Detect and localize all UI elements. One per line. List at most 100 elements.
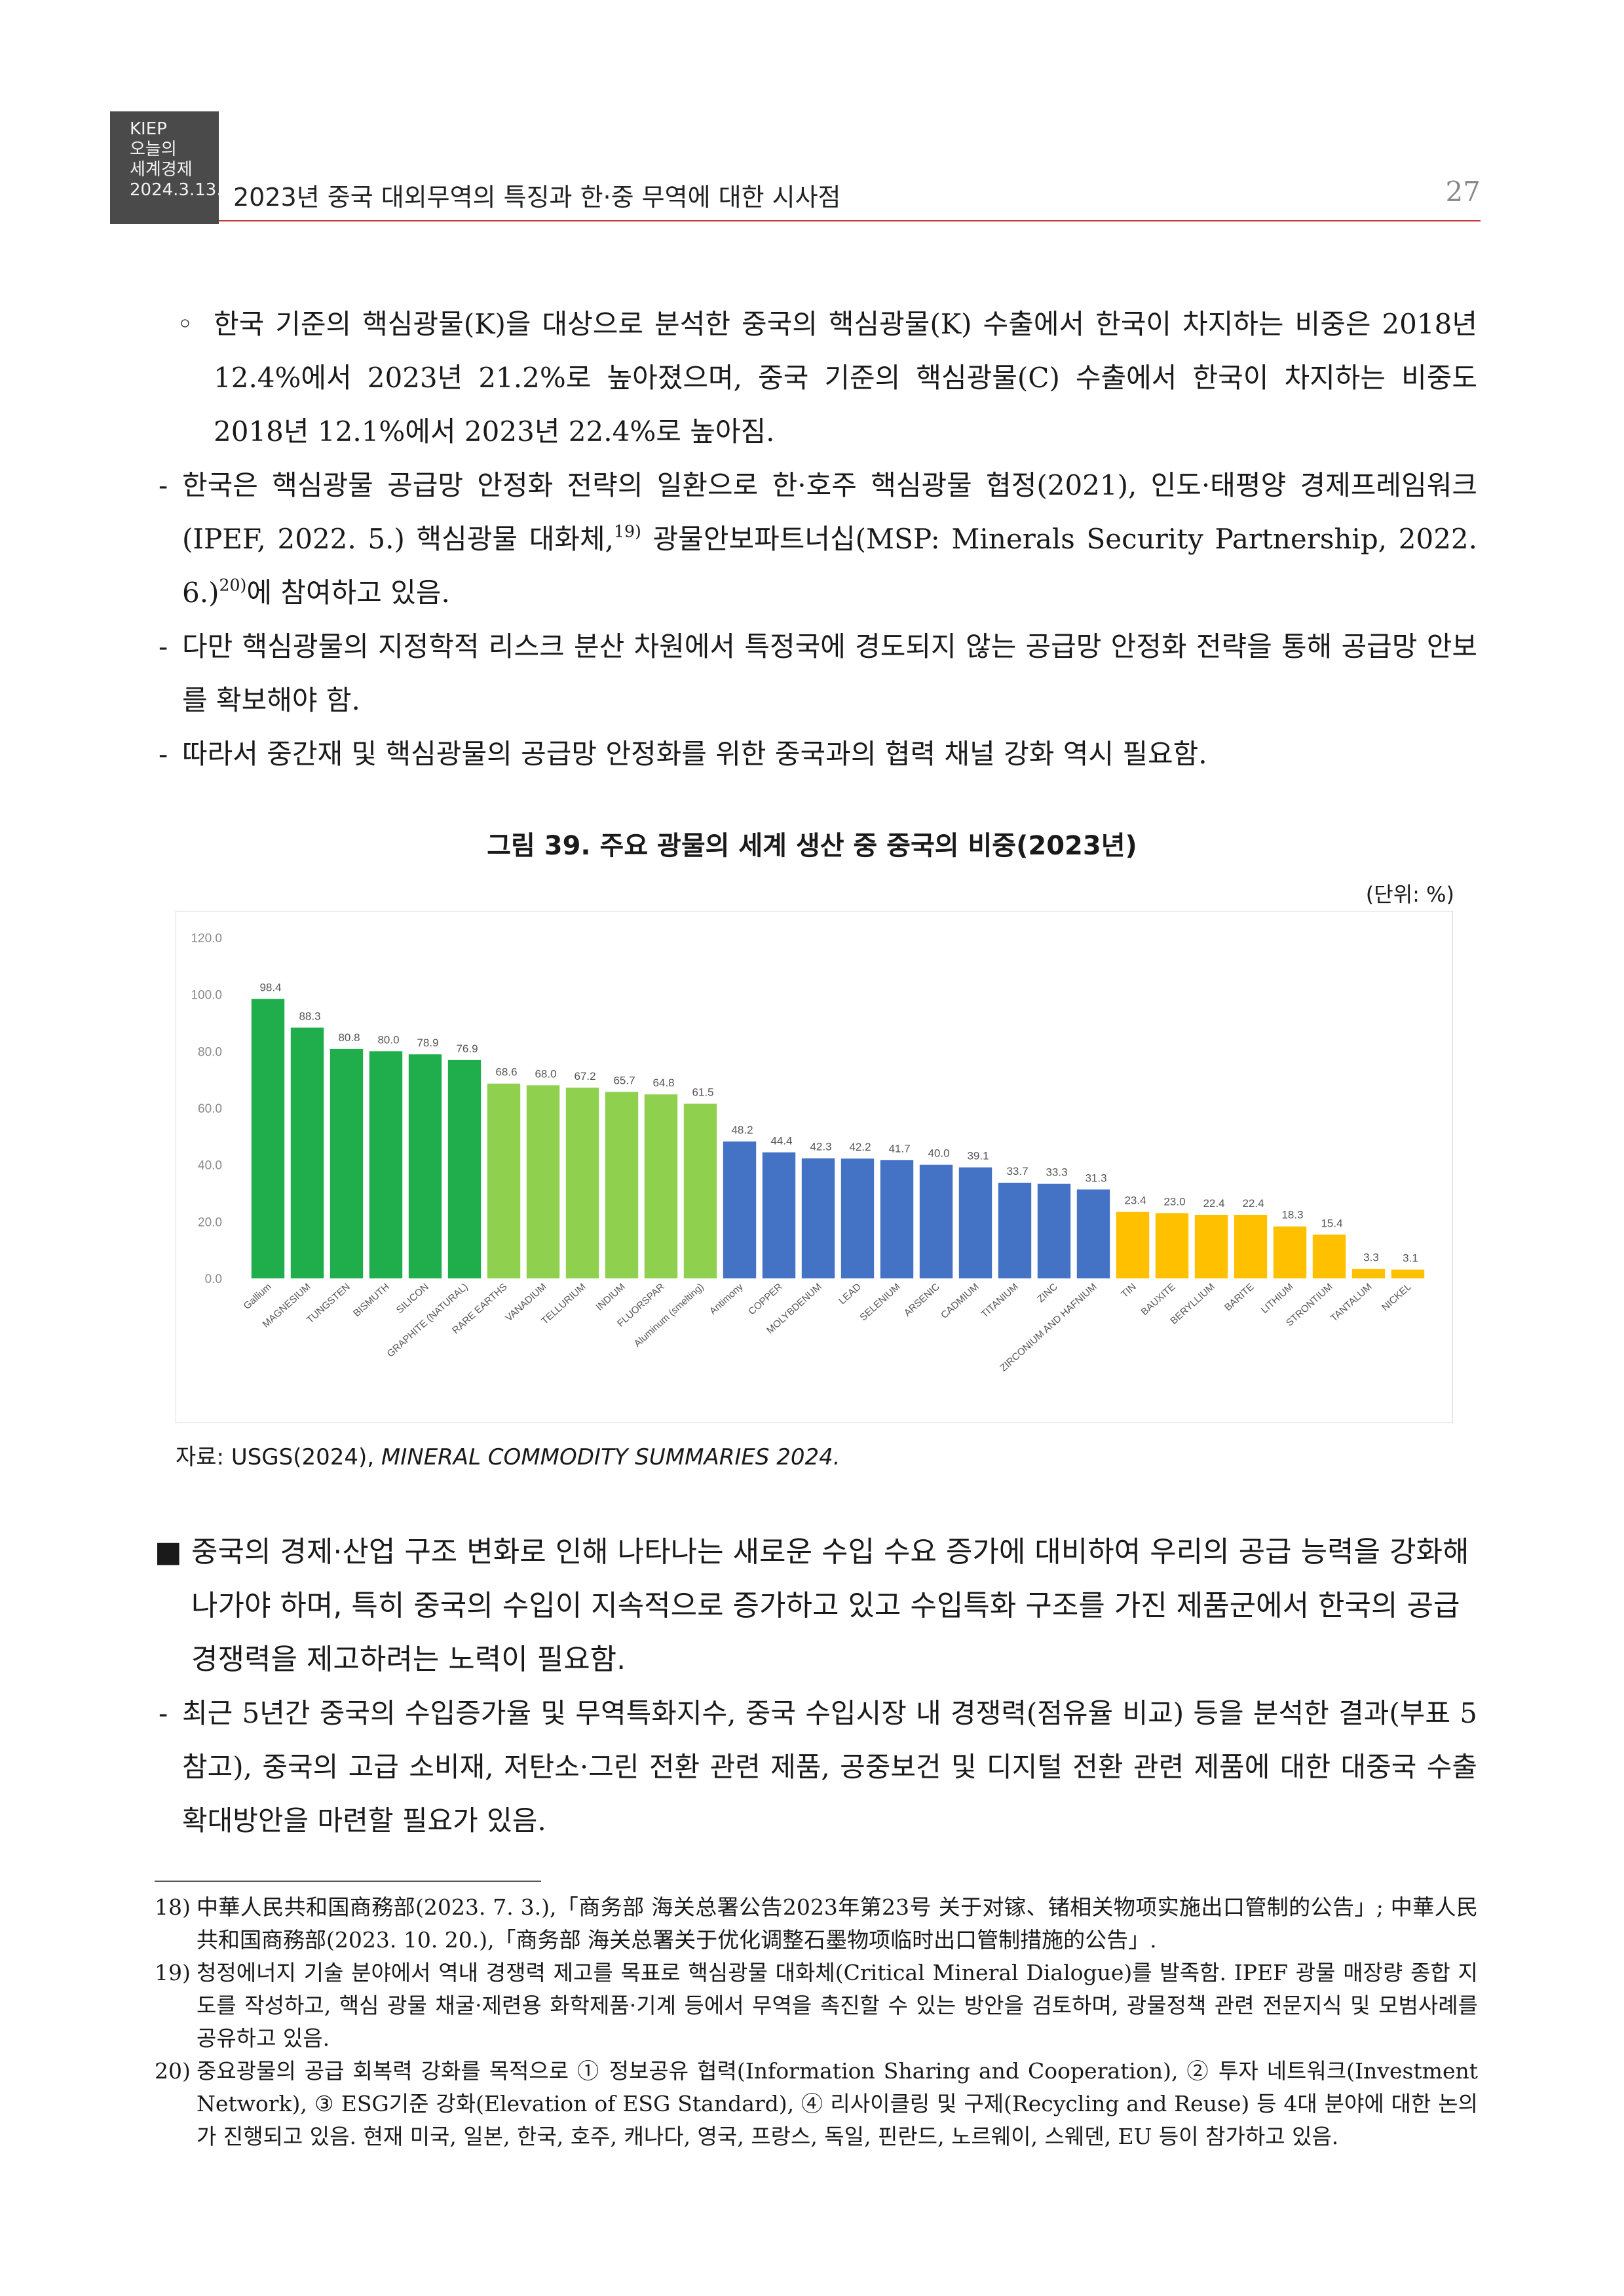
paragraph-cooperation: - 따라서 중간재 및 핵심광물의 공급망 안정화를 위한 중국과의 협력 채널…: [159, 727, 1477, 781]
x-tick-label: Antimony: [708, 1281, 746, 1317]
footnote-ref-20[interactable]: 20): [219, 575, 247, 595]
bar-value-label: 80.0: [377, 1033, 399, 1046]
header-badge-line: 2024.3.13.: [130, 180, 222, 200]
paragraph-text: 따라서 중간재 및 핵심광물의 공급망 안정화를 위한 중국과의 협력 채널 강…: [182, 738, 1207, 770]
paragraph-export-expansion: - 최근 5년간 중국의 수입증가율 및 무역특화지수, 중국 수입시장 내 경…: [159, 1687, 1477, 1848]
bar-value-label: 22.4: [1203, 1197, 1224, 1210]
x-tick-label: NICKEL: [1380, 1281, 1414, 1313]
bar-value-label: 68.0: [535, 1067, 556, 1080]
bar-value-label: 68.6: [495, 1066, 517, 1079]
x-tick-label: TIN: [1119, 1281, 1138, 1300]
bar-value-label: 42.3: [810, 1141, 831, 1153]
bar: [919, 1164, 953, 1278]
x-tick-label: TUNGSTEN: [305, 1281, 352, 1326]
footnote-19: 19) 청정에너지 기술 분야에서 역내 경쟁력 제고를 목표로 핵심광물 대화…: [155, 1957, 1478, 2055]
bar: [1234, 1214, 1268, 1278]
paragraph-geopolitical-risk: - 다만 핵심광물의 지정학적 리스크 분산 차원에서 특정국에 경도되지 않는…: [159, 620, 1477, 727]
footnote-text: 청정에너지 기술 분야에서 역내 경쟁력 제고를 목표로 핵심광물 대화체(Cr…: [197, 1960, 1478, 2051]
running-title: 2023년 중국 대외무역의 특징과 한·중 무역에 대한 시사점: [233, 183, 841, 212]
bar-value-label: 41.7: [888, 1142, 910, 1155]
dash-bullet: -: [159, 469, 168, 501]
bar: [840, 1158, 875, 1278]
figure-unit: (단위: %): [1365, 882, 1454, 907]
bar: [723, 1141, 757, 1278]
bar-value-label: 80.8: [338, 1031, 360, 1044]
bar-value-label: 76.9: [456, 1043, 478, 1055]
x-tick-label: TANTALUM: [1329, 1281, 1374, 1324]
footnote-number: 20): [155, 2058, 191, 2084]
y-tick-label: 120.0: [191, 932, 222, 946]
paragraph-text: 한국은 핵심광물 공급망 안정화 전략의 일환으로 한·호주 핵심광물 협정(2…: [182, 469, 1477, 555]
x-tick-label: BAUXITE: [1139, 1281, 1178, 1318]
bar: [330, 1048, 364, 1278]
bar: [1391, 1269, 1425, 1278]
bar: [605, 1092, 639, 1278]
bar: [1351, 1269, 1386, 1278]
chart-frame: 0.0 20.0 40.0 60.0 80.0 100.0 120.0 98.4 88.3 80…: [176, 911, 1453, 1423]
y-tick-label: 0.0: [205, 1272, 222, 1286]
y-tick-label: 80.0: [198, 1045, 222, 1059]
bar: [1155, 1213, 1189, 1278]
circle-bullet: ◦: [177, 308, 193, 340]
footnote-rule: [155, 1881, 541, 1882]
bar: [958, 1167, 992, 1278]
bar: [644, 1094, 678, 1278]
header-badge-line: 오늘의: [130, 140, 177, 159]
value-labels: 98.4 88.3 80.8 80.0 78.9 76.9 68.6 68.0 67.2 65.7…: [259, 982, 1418, 1265]
header-rule: [219, 220, 1481, 221]
footnote-number: 19): [155, 1960, 191, 1985]
bar: [290, 1027, 324, 1278]
bar: [762, 1152, 796, 1278]
x-tick-label: INDIUM: [594, 1281, 628, 1312]
bar-chart: 0.0 20.0 40.0 60.0 80.0 100.0 120.0 98.4 88.3 80…: [191, 932, 1425, 1374]
bar-value-label: 78.9: [417, 1037, 438, 1049]
bar: [251, 999, 285, 1278]
source-title: MINERAL COMMODITY SUMMARIES 2024.: [381, 1444, 840, 1470]
x-tick-label: GRAPHITE (NATURAL): [385, 1281, 470, 1360]
bar: [1194, 1214, 1228, 1278]
bar-value-label: 33.3: [1046, 1166, 1067, 1179]
y-tick-label: 60.0: [198, 1102, 222, 1116]
y-tick-label: 20.0: [198, 1215, 222, 1229]
x-tick-label: TITANIUM: [979, 1281, 1020, 1320]
footnote-18: 18) 中華人民共和国商務部(2023. 7. 3.),「商务部 海关总署公告2…: [155, 1891, 1478, 1957]
bar-value-label: 64.8: [652, 1077, 674, 1089]
footnote-text: 中華人民共和国商務部(2023. 7. 3.),「商务部 海关总署公告2023年…: [197, 1894, 1478, 1953]
bar-value-label: 67.2: [574, 1070, 595, 1082]
x-tick-label: BISMUTH: [351, 1281, 392, 1319]
x-tick-label: CADMIUM: [939, 1281, 981, 1321]
x-tick-label: BARITE: [1222, 1281, 1256, 1313]
bar: [1273, 1226, 1307, 1278]
paragraph-text: 다만 핵심광물의 지정학적 리스크 분산 차원에서 특정국에 경도되지 않는 공…: [182, 630, 1477, 716]
page-number: 27: [1445, 176, 1481, 208]
x-tick-label: LITHIUM: [1259, 1281, 1296, 1316]
bar-value-label: 42.2: [849, 1141, 871, 1153]
header-badge-line: KIEP: [130, 119, 167, 139]
paragraph-supply-capacity: ■ 중국의 경제·산업 구조 변화로 인해 나타나는 새로운 수입 수요 증가에…: [155, 1525, 1478, 1687]
bar: [880, 1160, 914, 1278]
paragraph-text: 에 참여하고 있음.: [246, 577, 450, 609]
header-badge: KIEP 오늘의 세계경제 2024.3.13.: [110, 111, 222, 224]
x-tick-label: SELENIUM: [858, 1281, 902, 1323]
bar-value-label: 3.1: [1403, 1252, 1418, 1265]
paragraph-text: 한국 기준의 핵심광물(K)을 대상으로 분석한 중국의 핵심광물(K) 수출에…: [214, 308, 1477, 448]
y-tick-label: 40.0: [198, 1159, 222, 1173]
footnote-text: 중요광물의 공급 회복력 강화를 목적으로 ① 정보공유 협력(Informat…: [197, 2058, 1478, 2149]
footnote-ref-19[interactable]: 19): [614, 522, 641, 541]
bar-value-label: 3.3: [1363, 1252, 1379, 1264]
figure-title: 그림 39. 주요 광물의 세계 생산 중 중국의 비중(2023년): [487, 831, 1137, 861]
bar: [1116, 1212, 1150, 1278]
bar: [1312, 1234, 1346, 1278]
bar-value-label: 31.3: [1085, 1172, 1106, 1184]
x-tick-label: SILICON: [394, 1281, 431, 1316]
bar: [408, 1054, 442, 1278]
bar-value-label: 23.0: [1163, 1195, 1185, 1208]
bar: [801, 1158, 835, 1278]
bar-value-label: 23.4: [1124, 1195, 1146, 1207]
paragraph-korea-share: ◦ 한국 기준의 핵심광물(K)을 대상으로 분석한 중국의 핵심광물(K) 수…: [177, 297, 1477, 459]
figure-source: 자료: USGS(2024), MINERAL COMMODITY SUMMAR…: [176, 1439, 840, 1471]
x-tick-label: ARSENIC: [902, 1281, 942, 1318]
paragraph-text: 중국의 경제·산업 구조 변화로 인해 나타나는 새로운 수입 수요 증가에 대…: [191, 1535, 1469, 1676]
bar-value-label: 40.0: [928, 1147, 949, 1160]
dash-bullet: -: [159, 1697, 168, 1729]
